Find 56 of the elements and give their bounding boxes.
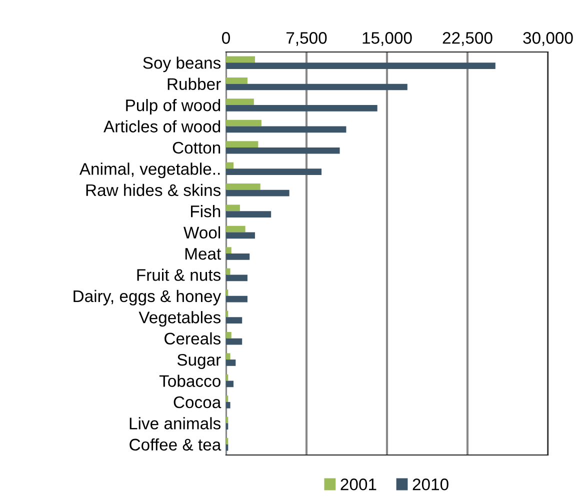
legend-label: 2001 (340, 478, 376, 490)
bar (226, 402, 230, 408)
bar (226, 98, 254, 106)
bar (226, 120, 262, 126)
bar (226, 317, 242, 324)
bar (226, 338, 242, 345)
x-tick-label: 15,000 (362, 32, 412, 46)
y-tick-label: Cereals (164, 332, 221, 345)
legend-label: 2010 (412, 478, 448, 490)
bar (226, 226, 246, 232)
bar (226, 56, 255, 63)
bar (226, 141, 258, 148)
bar (226, 296, 248, 302)
bar (226, 211, 272, 218)
bar (226, 162, 234, 169)
bar (226, 184, 260, 190)
y-tick-label: Animal, vegetable.. (79, 162, 220, 178)
bar (226, 77, 248, 84)
bar (226, 147, 340, 154)
bar (226, 126, 346, 133)
y-tick-label: Wool (184, 226, 220, 238)
y-tick-label: Fish (191, 205, 220, 218)
y-tick-label: Sugar (177, 354, 221, 370)
bar (226, 353, 230, 360)
bar (226, 360, 236, 366)
y-tick-label: Cotton (172, 142, 220, 154)
y-tick-label: Soy beans (143, 56, 221, 72)
bar (226, 168, 322, 176)
y-tick-label: Articles of wood (104, 120, 220, 132)
bar (226, 232, 255, 239)
x-tick-label: 7,500 (286, 32, 327, 46)
x-tick-label: 22,500 (442, 32, 492, 46)
x-tick-label: 30,000 (523, 32, 573, 46)
y-tick-label: Cocoa (174, 396, 222, 408)
y-tick-label: Meat (185, 248, 222, 260)
y-tick-label: Fruit & nuts (137, 268, 221, 281)
bar (226, 84, 408, 90)
bar (226, 62, 496, 69)
bar (226, 247, 232, 254)
bar (226, 380, 234, 388)
y-tick-label: Pulp of wood (126, 98, 220, 115)
y-tick-label: Coffee & tea (130, 438, 222, 451)
y-tick-label: Vegetables (138, 311, 221, 327)
bar (226, 274, 248, 282)
y-tick-label: Tobacco (159, 374, 220, 387)
x-tick-label: 0 (222, 32, 230, 44)
bar (226, 190, 290, 196)
bar (226, 105, 378, 112)
y-tick-label: Rubber (168, 78, 221, 90)
bar (226, 204, 240, 212)
y-tick-label: Dairy, eggs & honey (74, 290, 222, 306)
bar (226, 268, 230, 275)
bar (226, 254, 250, 260)
y-tick-label: Live animals (130, 417, 221, 430)
bar (226, 332, 232, 338)
y-tick-label: Raw hides & skins (86, 184, 221, 196)
